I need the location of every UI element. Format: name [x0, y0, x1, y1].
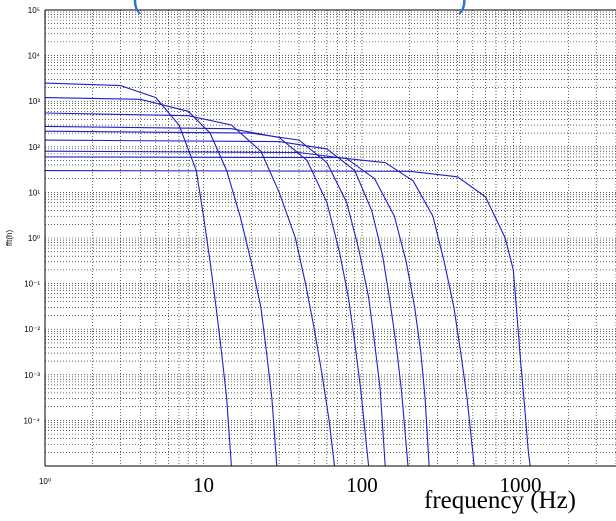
series-line-6: [44, 139, 409, 467]
y-tick-label: 10⁰: [28, 234, 40, 243]
series-line-9: [44, 170, 531, 467]
series-line-7: [44, 150, 430, 467]
series-line-4: [44, 125, 370, 467]
series-line-8: [44, 156, 475, 467]
series-line-2: [44, 97, 278, 467]
tick-labels: 10⁵ 10⁴ 10³ 10² 10¹ 10⁰ 10⁻¹ 10⁻² 10⁻³ 10⁻⁴ 10⁰ 10 1…: [23, 6, 541, 497]
y-tick-label: 10¹: [28, 188, 40, 197]
y-tick-label: 10⁻²: [24, 325, 40, 334]
x-tick-label: 100: [346, 473, 378, 497]
y-tick-label: 10⁴: [28, 52, 41, 61]
y-tick-label: 10²: [28, 143, 40, 152]
title-fragment-left: (: [132, 0, 142, 14]
x-tick-label: 1000: [500, 473, 542, 497]
y-tick-label: 10⁵: [28, 6, 40, 15]
series-line-3: [44, 112, 336, 467]
y-tick-label: 10⁻⁴: [23, 416, 40, 425]
x-axis-label: frequency (Hz): [424, 487, 576, 514]
title-fragment-right: ): [458, 0, 467, 14]
y-axis-label: fft(h): [5, 230, 14, 247]
x-tick-label: 10: [193, 473, 214, 497]
grid: [44, 9, 616, 467]
y-tick-label: 10⁻³: [24, 371, 40, 380]
y-tick-label: 10³: [28, 97, 40, 106]
series-lines: [44, 82, 531, 467]
axes: [44, 9, 616, 467]
series-line-5: [44, 130, 386, 467]
series-line-1: [44, 82, 232, 467]
y-tick-label: 10⁻¹: [24, 280, 40, 289]
x-tick-label: 10⁰: [39, 477, 51, 486]
